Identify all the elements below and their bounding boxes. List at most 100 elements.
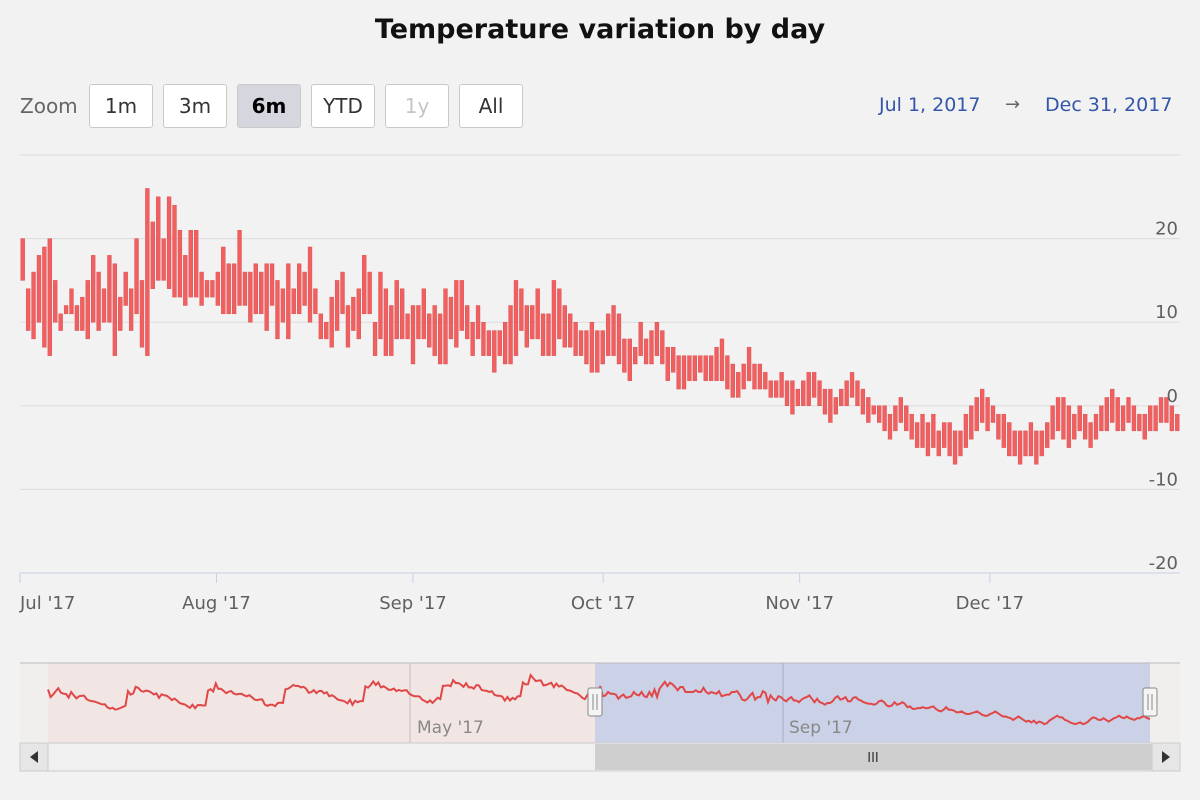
y-tick-label: -20 (1149, 553, 1178, 574)
x-tick-label: Dec '17 (956, 593, 1024, 614)
range-bar (1017, 430, 1023, 465)
zoom-label: Zoom (20, 94, 78, 118)
range-bar (681, 355, 687, 390)
range-bar (1142, 413, 1147, 440)
range-bar (221, 246, 226, 315)
range-bar (378, 271, 383, 340)
chart-title: Temperature variation by day (374, 14, 826, 45)
range-bar (1131, 405, 1137, 432)
range-bar (383, 288, 389, 356)
range-bar (145, 188, 150, 356)
range-bar (356, 288, 361, 340)
range-bar (687, 355, 692, 381)
range-bar (990, 405, 996, 423)
range-bar (649, 330, 654, 365)
range-from-input[interactable]: Jul 1, 2017 (879, 94, 981, 116)
range-bar (297, 263, 302, 315)
range-bar (535, 288, 540, 340)
range-bar (833, 397, 838, 415)
range-bar (1050, 405, 1055, 440)
range-bar (47, 238, 52, 356)
range-bar (811, 372, 817, 398)
range-bar (925, 422, 931, 457)
range-bar (828, 388, 833, 423)
range-bar (611, 305, 616, 356)
range-bar (280, 288, 286, 323)
range-bar (427, 313, 432, 348)
range-bar (546, 313, 551, 356)
navigator[interactable]: May '17 Sep '17 (20, 662, 1180, 743)
scrollbar-thumb[interactable] (595, 744, 1152, 770)
range-bar (259, 271, 264, 315)
y-tick-label: 20 (1155, 219, 1178, 240)
range-bar (1088, 422, 1093, 448)
range-bar (1077, 405, 1082, 432)
range-arrow: → (1005, 94, 1021, 115)
range-bar (226, 263, 231, 315)
range-bar (107, 255, 112, 323)
range-bar (551, 280, 557, 356)
zoom-1m-button[interactable]: 1m (89, 84, 153, 128)
range-bar (242, 271, 248, 306)
range-bar (486, 330, 492, 356)
range-to-input[interactable]: Dec 31, 2017 (1045, 94, 1173, 116)
range-bar (524, 305, 529, 348)
range-bar (123, 271, 128, 306)
range-bar (264, 263, 269, 331)
range-bar (979, 388, 985, 423)
range-bar (1007, 422, 1012, 457)
range-bar (454, 280, 459, 348)
range-bar (269, 263, 275, 306)
range-bar (362, 255, 367, 315)
range-bar (161, 238, 166, 281)
range-bar (817, 380, 822, 407)
range-bar (578, 330, 584, 356)
zoom-ytd-button[interactable]: YTD (311, 84, 375, 128)
range-bar (183, 255, 188, 306)
range-bar (1175, 413, 1180, 432)
chevron-right-icon (1162, 751, 1170, 763)
range-bar (725, 355, 730, 390)
range-bar (519, 288, 524, 331)
navigator-left-handle[interactable] (587, 687, 603, 717)
zoom-3m-button[interactable]: 3m (163, 84, 227, 128)
zoom-all-button[interactable]: All (459, 84, 523, 128)
grid-lines (20, 154, 1180, 574)
range-bar (746, 347, 752, 381)
range-bar (654, 322, 660, 356)
range-bar (351, 296, 356, 331)
range-bar (1061, 397, 1066, 440)
range-bar (914, 422, 920, 448)
range-bar (74, 305, 80, 331)
range-bar (985, 397, 990, 432)
range-bar (877, 405, 882, 423)
range-bar (692, 355, 698, 381)
range-bar (1110, 388, 1115, 423)
range-bar (340, 271, 345, 315)
range-bar (481, 322, 486, 356)
range-bar (399, 288, 405, 340)
range-bar (931, 413, 936, 448)
range-bar (947, 422, 952, 457)
range-bar (139, 280, 145, 348)
scrollbar[interactable]: III (19, 742, 1181, 772)
range-bar (1072, 413, 1077, 440)
range-bar (421, 288, 426, 340)
navigator-selected-range[interactable] (595, 663, 1150, 743)
range-bar (475, 305, 481, 340)
navigator-right-handle[interactable] (1142, 687, 1158, 717)
range-bar (952, 430, 958, 465)
range-bar (557, 288, 562, 340)
range-bar (1028, 422, 1034, 457)
range-bar (1023, 430, 1028, 457)
range-bar (806, 372, 811, 406)
range-bar (736, 372, 741, 398)
range-bar (671, 347, 676, 373)
scrollbar-grip: III (867, 751, 879, 766)
range-bar (253, 263, 258, 315)
range-bar (1126, 397, 1131, 423)
zoom-6m-button[interactable]: 6m (237, 84, 301, 128)
range-bar (53, 280, 58, 323)
range-bar (942, 422, 947, 448)
